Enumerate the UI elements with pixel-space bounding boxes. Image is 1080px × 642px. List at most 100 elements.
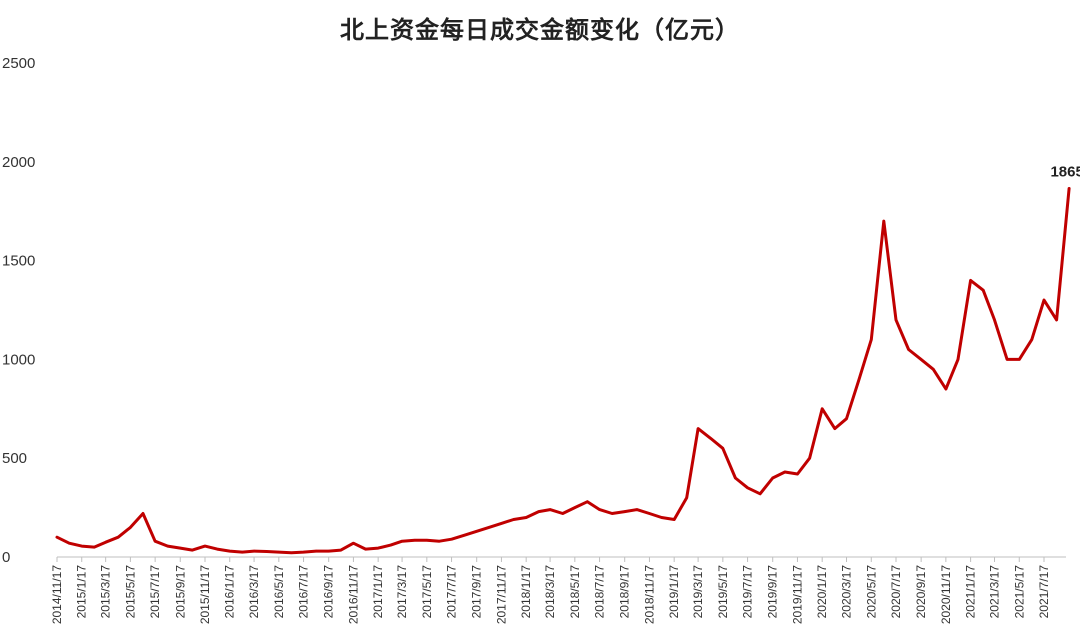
data-point (179, 546, 182, 550)
data-point (623, 510, 626, 513)
data-point (982, 289, 985, 292)
x-tick-label: 2015/9/17 (173, 565, 187, 619)
x-tick-label: 2018/1/17 (519, 565, 533, 619)
data-point (537, 510, 540, 513)
data-point (685, 496, 688, 499)
data-point (241, 550, 244, 554)
data-point (894, 318, 898, 322)
y-tick-label: 1000 (2, 351, 35, 368)
data-point (203, 544, 207, 548)
data-point (462, 534, 466, 537)
x-tick-label: 2015/1/17 (75, 565, 89, 619)
x-tick-label: 2020/1/17 (815, 565, 829, 619)
data-point (277, 550, 280, 554)
x-tick-label: 2019/1/17 (667, 565, 681, 619)
x-tick-label: 2020/9/17 (914, 565, 928, 619)
x-tick-label: 2017/11/17 (494, 565, 508, 624)
x-tick-label: 2017/9/17 (470, 565, 484, 619)
x-tick-label: 2020/11/17 (939, 565, 953, 624)
data-point (833, 427, 836, 430)
x-tick-label: 2018/7/17 (593, 565, 607, 619)
data-point (400, 540, 404, 543)
data-point (500, 522, 503, 525)
data-point (314, 549, 318, 553)
data-point (1042, 298, 1046, 302)
x-tick-label: 2021/1/17 (964, 565, 978, 619)
x-tick-label: 2020/5/17 (864, 565, 878, 619)
x-tick-label: 2016/3/17 (247, 565, 261, 619)
data-point (1018, 358, 1021, 361)
data-point (746, 486, 749, 489)
x-tick-label: 2016/5/17 (272, 565, 286, 619)
y-tick-label: 2500 (2, 55, 35, 72)
x-tick-label: 2016/11/17 (346, 565, 360, 624)
data-point (648, 512, 651, 515)
data-point (438, 540, 441, 543)
data-point (55, 536, 59, 539)
data-point (290, 551, 293, 554)
x-tick-label: 2019/7/17 (741, 565, 755, 619)
x-tick-label: 2020/7/17 (889, 565, 903, 619)
data-point (907, 348, 910, 351)
x-tick-label: 2014/11/17 (50, 565, 64, 624)
data-point (104, 541, 107, 544)
x-tick-label: 2018/11/17 (642, 565, 656, 624)
x-tick-label: 2019/3/17 (691, 565, 705, 619)
data-point (771, 476, 774, 480)
y-tick-label: 1500 (2, 253, 35, 270)
chart-title: 北上资金每日成交金额变化（亿元） (340, 16, 740, 44)
x-tick-label: 2016/7/17 (297, 565, 311, 619)
data-point (389, 543, 392, 547)
data-point (635, 508, 639, 511)
data-point (932, 368, 935, 371)
x-tick-label: 2021/5/17 (1012, 565, 1026, 619)
data-point (141, 512, 145, 515)
data-point (944, 387, 948, 391)
data-point (956, 358, 960, 361)
x-tick-label: 2015/7/17 (148, 565, 162, 619)
data-point (598, 508, 601, 511)
data-point (796, 472, 799, 476)
data-point (696, 427, 700, 430)
x-tick-label: 2019/9/17 (766, 565, 780, 619)
x-tick-label: 2018/5/17 (568, 565, 582, 619)
data-point (993, 318, 996, 322)
x-tick-label: 2017/3/17 (395, 565, 409, 619)
data-point (673, 518, 676, 521)
data-point (228, 549, 231, 553)
data-point (709, 437, 712, 440)
data-point (783, 470, 787, 474)
data-point (573, 506, 576, 509)
x-tick-label: 2018/9/17 (618, 565, 632, 619)
data-point (425, 539, 428, 542)
data-point (721, 447, 724, 450)
data-point (525, 516, 528, 519)
data-point (191, 548, 194, 552)
data-point (758, 492, 762, 495)
x-tick-label: 2015/11/17 (198, 565, 212, 624)
x-tick-label: 2021/3/17 (988, 565, 1002, 619)
data-point (487, 526, 491, 529)
data-point (450, 538, 453, 541)
data-point (882, 219, 885, 223)
x-tick-label: 2017/7/17 (445, 565, 459, 619)
data-point (734, 476, 737, 480)
data-point (610, 512, 614, 515)
data-point (413, 539, 416, 542)
data-point (216, 547, 219, 551)
data-point (129, 526, 132, 529)
data-point (857, 378, 861, 381)
x-tick-label: 2015/3/17 (99, 565, 113, 619)
data-point (1055, 318, 1058, 322)
data-point (475, 530, 478, 533)
data-point (821, 407, 824, 410)
data-point (561, 512, 564, 515)
data-point (166, 544, 169, 548)
data-point (117, 536, 120, 539)
x-tick-label: 2019/11/17 (790, 565, 804, 624)
data-point (265, 550, 268, 553)
data-point (1067, 187, 1071, 190)
data-point (586, 500, 589, 503)
